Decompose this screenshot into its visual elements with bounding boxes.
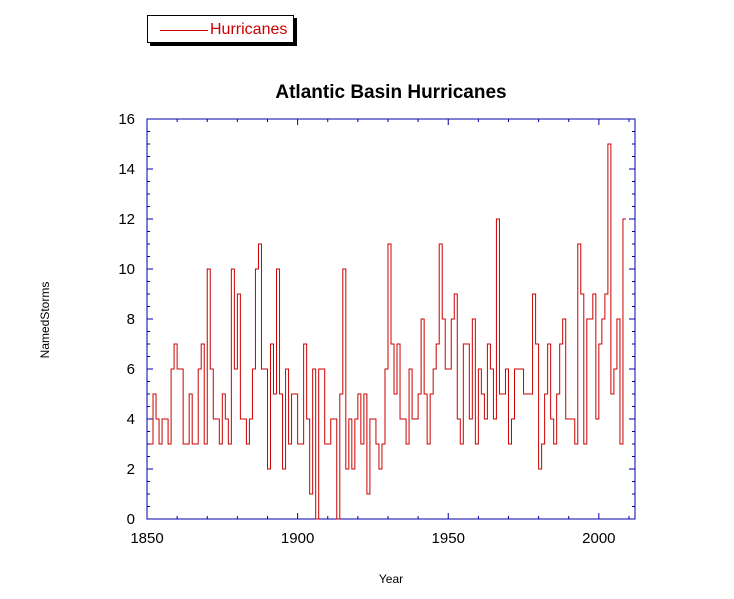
x-tick-label: 2000	[582, 530, 615, 547]
x-tick-label: 1900	[281, 530, 314, 547]
y-tick-label: 0	[127, 511, 135, 528]
y-tick-label: 12	[118, 211, 135, 228]
x-tick-label: 1850	[130, 530, 163, 547]
series-line-hurricanes	[150, 143, 626, 520]
y-tick-label: 6	[127, 361, 135, 378]
y-tick-label: 16	[118, 111, 135, 128]
y-tick-label: 8	[127, 311, 135, 328]
legend-swatch-hurricanes	[160, 30, 208, 31]
chart-title: Atlantic Basin Hurricanes	[275, 82, 507, 103]
x-axis-label: Year	[378, 572, 404, 586]
legend-label-hurricanes: Hurricanes	[210, 21, 288, 38]
y-tick-label: 10	[118, 261, 135, 278]
y-axis-label: NamedStorms	[38, 281, 52, 359]
legend: Hurricanes	[147, 15, 294, 43]
y-tick-label: 14	[118, 161, 135, 178]
x-tick-label: 1950	[432, 530, 465, 547]
y-tick-label: 4	[127, 411, 135, 428]
y-tick-label: 2	[127, 461, 135, 478]
